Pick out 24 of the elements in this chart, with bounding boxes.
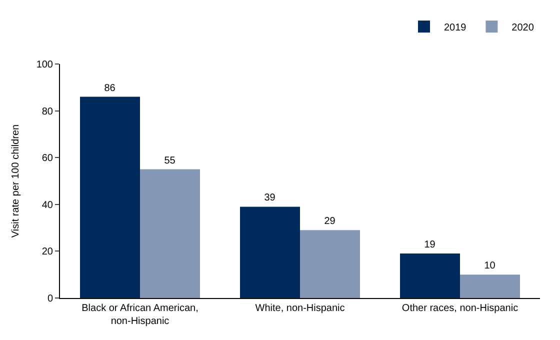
x-tick-label: White, non-Hispanic [255, 303, 345, 314]
bar [80, 96, 140, 298]
data-label: 39 [264, 192, 276, 204]
bar [300, 230, 360, 298]
bar [400, 254, 460, 298]
y-tick-label: 80 [42, 106, 54, 118]
bar [140, 169, 200, 298]
y-tick-label: 100 [36, 60, 54, 70]
data-label: 86 [104, 82, 116, 94]
y-tick-label: 20 [42, 246, 54, 258]
data-label: 19 [424, 240, 436, 251]
x-tick-label: Other races, non-Hispanic [402, 303, 518, 314]
y-axis-title: Visit rate per 100 children [10, 124, 22, 238]
y-tick-label: 40 [42, 200, 54, 211]
data-label: 10 [484, 260, 496, 272]
bar [460, 274, 520, 298]
y-tick-label: 0 [47, 294, 54, 304]
y-tick-label: 60 [42, 153, 54, 164]
legend-label: 2020 [512, 22, 534, 34]
data-label: 55 [164, 155, 176, 166]
bar [240, 206, 300, 298]
data-label: 29 [324, 216, 336, 228]
x-tick-label: Black or African American, non-Hispanic [82, 303, 198, 327]
legend-label: 2019 [444, 22, 467, 34]
